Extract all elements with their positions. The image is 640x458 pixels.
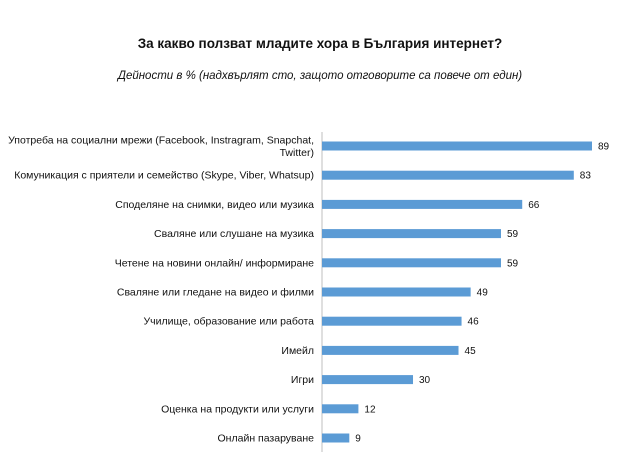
data-label: 59: [507, 229, 519, 240]
data-label: 83: [580, 171, 592, 182]
data-label: 12: [364, 404, 376, 415]
data-label: 49: [477, 288, 489, 299]
data-label: 66: [528, 200, 540, 211]
category-label: Училище, образование или работа: [144, 316, 315, 328]
data-label: 9: [355, 434, 361, 445]
category-label: Сваляне или слушане на музика: [154, 228, 314, 240]
category-label: Игри: [291, 374, 314, 386]
data-label: 45: [465, 346, 477, 357]
bar: [322, 199, 523, 209]
bar: [322, 258, 501, 268]
chart-title: За какво ползват младите хора в България…: [137, 36, 503, 51]
bar: [322, 141, 592, 151]
category-label: Споделяне на снимки, видео или музика: [115, 199, 314, 211]
data-label: 30: [419, 375, 431, 386]
category-label: Четене на новини онлайн/ информиране: [115, 257, 314, 269]
data-label: 89: [598, 142, 610, 153]
bar: [322, 316, 462, 326]
data-label: 46: [468, 317, 480, 328]
bar: [322, 404, 359, 414]
data-label: 59: [507, 258, 519, 269]
category-label: Сваляне или гледане на видео и филми: [117, 287, 314, 299]
category-label: Имейл: [281, 345, 314, 357]
category-label: Оценка на продукти или услуги: [161, 403, 314, 415]
bar: [322, 375, 414, 385]
bar: [322, 287, 471, 297]
chart-subtitle: Дейности в % (надхвърлят сто, защото отг…: [117, 70, 523, 82]
bar: [322, 170, 574, 180]
category-label: Комуникация с приятели и семейство (Skyp…: [14, 170, 314, 182]
category-label: Онлайн пазаруване: [218, 433, 315, 445]
bar: [322, 433, 350, 443]
bar: [322, 345, 459, 355]
bar: [322, 229, 501, 239]
category-label: Употреба на социални мрежи (Facebook, In…: [8, 134, 314, 159]
